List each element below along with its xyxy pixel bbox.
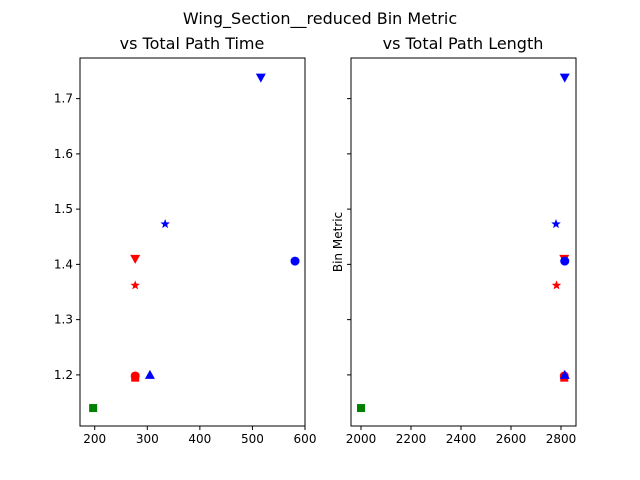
ticks-layer: 200 300 400 500 600 1.2 1.3 1.4 1.5 1.6 1.7 <box>54 92 317 446</box>
plot-frame <box>350 57 577 427</box>
data-point-square <box>357 404 365 413</box>
data-point-triangle-down <box>255 73 266 83</box>
data-point-circle <box>130 371 140 381</box>
y-tick-label: 1.2 <box>54 368 73 382</box>
x-tick-label: 500 <box>241 432 264 446</box>
x-tick-label: 300 <box>136 432 159 446</box>
y-tick-label: 1.3 <box>54 313 73 327</box>
data-point-triangle-up <box>559 369 570 379</box>
data-point-triangle-down <box>559 73 570 83</box>
data-point-circle <box>560 256 570 266</box>
marks-layer <box>89 73 300 413</box>
x-tick-label: 600 <box>294 432 317 446</box>
data-point-triangle-up <box>144 369 155 379</box>
x-tick-label: 2400 <box>446 432 477 446</box>
data-point-square <box>89 404 98 413</box>
data-point-star <box>551 219 561 229</box>
x-tick-label: 400 <box>188 432 211 446</box>
x-tick-label: 2000 <box>346 432 377 446</box>
marks-layer <box>357 73 570 413</box>
panel-title: vs Total Path Time <box>120 34 265 53</box>
y-tick-label: 1.5 <box>54 202 73 216</box>
y-tick-label: 1.6 <box>54 147 73 161</box>
plot-frame <box>79 57 306 427</box>
data-point-triangle-down <box>130 254 141 264</box>
panel-title: vs Total Path Length <box>383 34 544 53</box>
data-point-star <box>551 280 562 290</box>
data-point-star <box>160 219 170 229</box>
y-tick-label: 1.7 <box>54 92 73 106</box>
data-point-star <box>130 280 140 290</box>
data-point-circle <box>290 256 300 266</box>
panel-path-length: vs Total Path Length 2000 2200 2400 2600 280… <box>331 34 577 446</box>
panel-path-time: vs Total Path Time 200 300 400 500 600 1.2 1.3… <box>54 34 317 446</box>
y-axis-label: Bin Metric <box>331 212 345 272</box>
y-tick-label: 1.4 <box>54 257 73 271</box>
x-tick-label: 2800 <box>546 432 577 446</box>
x-tick-label: 2200 <box>396 432 427 446</box>
ticks-layer: 2000 2200 2400 2600 2800 <box>346 98 577 446</box>
x-tick-label: 200 <box>83 432 106 446</box>
x-tick-label: 2600 <box>496 432 527 446</box>
figure-title: Wing_Section__reduced Bin Metric <box>183 9 457 29</box>
